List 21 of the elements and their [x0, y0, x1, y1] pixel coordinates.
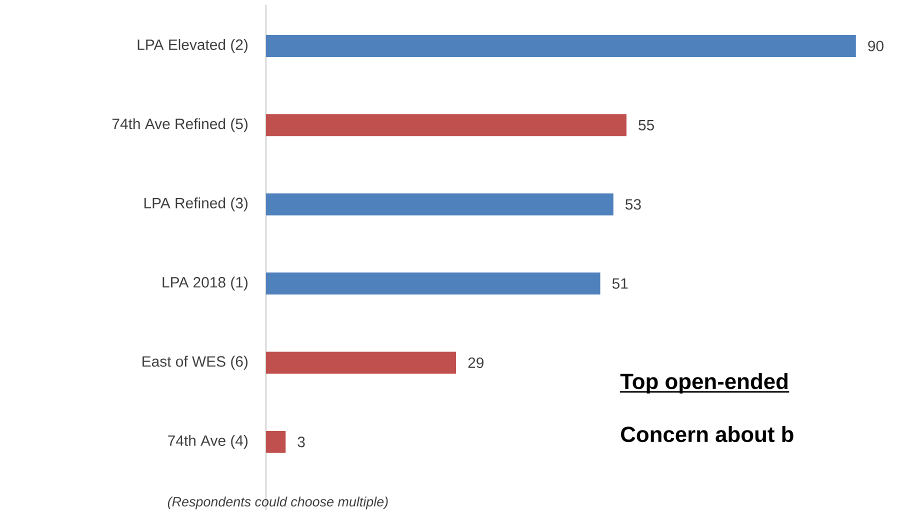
y-tick-label: LPA 2018 (1) [162, 276, 248, 291]
annotation: Top open-ended [620, 373, 788, 394]
data-label: 51 [612, 278, 628, 289]
bar [266, 35, 856, 58]
y-tick-label: LPA Elevated (2) [138, 39, 248, 53]
bar [266, 430, 286, 453]
y-tick-label: 74th Ave Refined (5) [112, 118, 248, 132]
annotation: (Respondents could choose multiple) [168, 496, 388, 510]
data-label: 90 [868, 40, 884, 52]
data-label: 53 [625, 199, 641, 210]
y-tick-label: 74th Ave (4) [168, 435, 248, 449]
annotation: Concern about b [621, 426, 794, 442]
data-label: 55 [638, 120, 654, 130]
y-tick-label: LPA Refined (3) [144, 197, 248, 212]
data-label: 3 [298, 436, 305, 448]
bar [266, 193, 614, 216]
bar [266, 272, 600, 295]
bar [266, 114, 626, 136]
bar [266, 352, 456, 374]
data-label: 29 [468, 357, 484, 368]
y-tick-label: East of WES (6) [142, 356, 248, 370]
